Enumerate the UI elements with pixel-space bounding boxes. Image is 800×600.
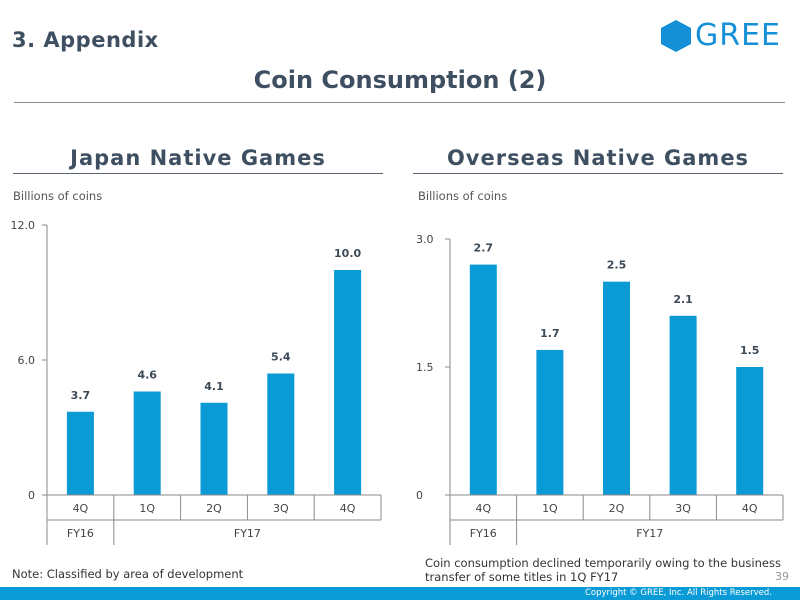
bar xyxy=(603,281,630,495)
bar-value-label: 5.4 xyxy=(271,351,291,364)
bar-value-label: 4.6 xyxy=(137,369,157,382)
overseas-title-rule xyxy=(413,173,783,174)
y-tick-label: 0 xyxy=(416,489,423,502)
logo-text: GREE xyxy=(695,18,782,53)
japan-title-rule xyxy=(13,173,383,174)
japan-native-games-chart: 0 6.0 12.0 3.7 4.6 4.1 5.4 10.0 4Q 1Q 2Q 3Q 4Q FY16 FY… xyxy=(11,219,382,545)
bar-value-label: 1.5 xyxy=(740,344,760,357)
overseas-comment: Coin consumption declined temporarily ow… xyxy=(425,556,781,584)
fiscal-year-label: FY16 xyxy=(470,527,497,540)
footnote: Note: Classified by area of development xyxy=(12,567,244,581)
bar-value-label: 1.7 xyxy=(540,327,560,340)
page-title: Coin Consumption (2) xyxy=(253,66,547,94)
bar xyxy=(469,264,497,495)
bar xyxy=(200,402,228,495)
fiscal-year-label: FY17 xyxy=(234,527,261,540)
page-number: 39 xyxy=(775,570,789,583)
category-label: 4Q xyxy=(73,502,89,515)
y-tick-label: 1.5 xyxy=(416,361,434,374)
category-label: 2Q xyxy=(609,502,625,515)
bar xyxy=(133,391,161,495)
bar-value-label: 4.1 xyxy=(204,380,224,393)
gree-logo: GREE xyxy=(661,20,781,52)
footer-bar: Copyright © GREE, Inc. All Rights Reserv… xyxy=(0,587,800,600)
japan-unit-label: Billions of coins xyxy=(13,189,103,203)
bar xyxy=(669,315,697,495)
bar-value-label: 10.0 xyxy=(334,247,361,260)
overseas-unit-label: Billions of coins xyxy=(418,189,508,203)
category-label: 2Q xyxy=(206,502,222,515)
category-label: 4Q xyxy=(340,502,356,515)
bar xyxy=(536,349,564,495)
copyright: Copyright © GREE, Inc. All Rights Reserv… xyxy=(584,588,772,598)
bar xyxy=(267,373,295,495)
bar xyxy=(334,270,362,495)
bar-value-label: 2.7 xyxy=(474,242,494,255)
overseas-native-games-chart: 0 1.5 3.0 2.7 1.7 2.5 2.1 1.5 4Q 1Q 2Q 3Q 4Q FY16 FY17 xyxy=(416,233,784,545)
category-label: 4Q xyxy=(475,502,491,515)
title-divider xyxy=(14,102,785,103)
bar-value-label: 2.5 xyxy=(607,259,627,272)
category-label: 3Q xyxy=(273,502,289,515)
category-label: 1Q xyxy=(542,502,558,515)
fiscal-year-label: FY17 xyxy=(636,527,663,540)
y-tick-label: 12.0 xyxy=(11,219,36,232)
y-tick-label: 0 xyxy=(28,489,35,502)
bar-value-label: 3.7 xyxy=(71,389,91,402)
category-label: 4Q xyxy=(742,502,758,515)
bar xyxy=(66,411,94,495)
section-title: 3. Appendix xyxy=(12,28,159,52)
category-label: 1Q xyxy=(139,502,155,515)
bar xyxy=(736,367,764,495)
category-label: 3Q xyxy=(675,502,691,515)
japan-chart-title: Japan Native Games xyxy=(70,146,326,170)
y-tick-label: 6.0 xyxy=(18,354,36,367)
bar-value-label: 2.1 xyxy=(673,293,693,306)
overseas-chart-title: Overseas Native Games xyxy=(446,146,750,170)
fiscal-year-label: FY16 xyxy=(67,527,94,540)
y-tick-label: 3.0 xyxy=(416,233,434,246)
